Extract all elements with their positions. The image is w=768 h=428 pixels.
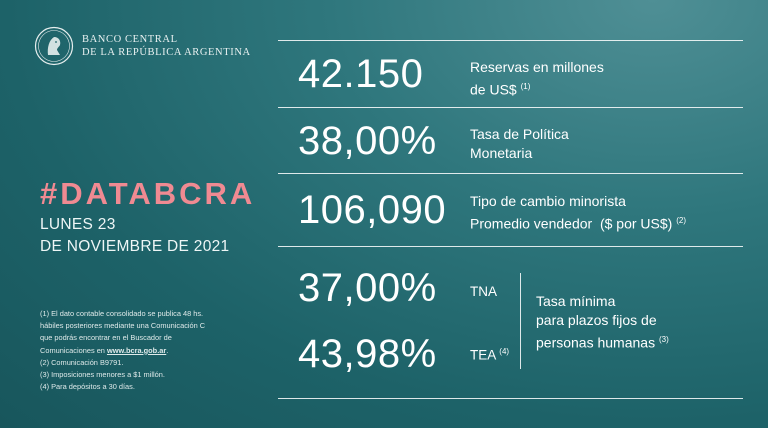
tea-note: (4) bbox=[499, 347, 510, 356]
hashtag-title: #DATABCRA bbox=[40, 176, 256, 211]
exchange-rate-label: Tipo de cambio minorista Promedio vended… bbox=[470, 192, 686, 234]
bcra-seal-icon bbox=[34, 26, 74, 66]
footnotes: (1) El dato contable consolidado se publ… bbox=[40, 308, 270, 393]
bank-name: BANCO CENTRAL DE LA REPÚBLICA ARGENTINA bbox=[82, 33, 251, 59]
footnote-1a: (1) El dato contable consolidado se publ… bbox=[40, 309, 204, 318]
divider-2 bbox=[278, 173, 743, 174]
divider-3 bbox=[278, 246, 743, 247]
footnote-1d-prefix: Comunicaciones en bbox=[40, 345, 107, 355]
fixed-term-note: (3) bbox=[658, 335, 669, 344]
reserves-label-text: de US$ bbox=[470, 81, 517, 98]
exchange-rate-note: (2) bbox=[676, 216, 686, 225]
footnote-1c: que podrás encontrar en el Buscador de bbox=[40, 333, 172, 343]
fixed-term-divider bbox=[520, 273, 521, 369]
footnote-1d-suffix: . bbox=[166, 345, 169, 355]
tea-value: 43,98% bbox=[298, 332, 437, 376]
tna-label: TNA bbox=[470, 284, 497, 299]
policy-rate-label-line1: Tasa de Política bbox=[470, 126, 569, 142]
tea-label: TEA bbox=[470, 347, 496, 363]
date-line2: DE NOVIEMBRE DE 2021 bbox=[40, 238, 230, 255]
footnote-1d: Comunicaciones en www.bcra.gob.ar. bbox=[40, 345, 270, 357]
footnote-3: (3) Imposiciones menores a $1 millón. bbox=[40, 370, 165, 380]
footnote-1b: hábiles posteriores mediante una Comunic… bbox=[40, 321, 206, 331]
policy-rate-value: 38,00% bbox=[298, 119, 437, 163]
tna-value: 37,00% bbox=[298, 266, 437, 310]
reserves-label-line2: de US$ (1) bbox=[470, 77, 604, 100]
fixed-term-desc-line3: personas humanas (3) bbox=[536, 330, 669, 353]
reserves-label: Reservas en millones de US$ (1) bbox=[470, 58, 604, 100]
bank-name-line1: BANCO CENTRAL bbox=[82, 34, 178, 45]
reserves-value: 42.150 bbox=[298, 52, 424, 96]
footnote-4: (4) Para depósitos a 30 días. bbox=[40, 382, 135, 392]
divider-top bbox=[278, 40, 743, 41]
exchange-rate-label-line2: Promedio vendedor ($ por US$) (2) bbox=[470, 211, 686, 234]
tea-label-group: TEA (4) bbox=[470, 347, 509, 363]
exchange-rate-value: 106,090 bbox=[298, 188, 447, 232]
divider-bottom bbox=[278, 398, 743, 399]
bcra-website-link[interactable]: www.bcra.gob.ar bbox=[106, 345, 167, 355]
footnote-2: (2) Comunicación B9791. bbox=[40, 357, 124, 367]
date-line1: LUNES 23 bbox=[40, 216, 116, 233]
exchange-rate-label-line1: Tipo de cambio minorista bbox=[470, 193, 626, 209]
exchange-rate-label-text: Promedio vendedor ($ por US$) bbox=[470, 215, 673, 232]
divider-1 bbox=[278, 107, 743, 108]
policy-rate-label-line2: Monetaria bbox=[470, 145, 533, 161]
bank-name-line2: DE LA REPÚBLICA ARGENTINA bbox=[82, 47, 251, 58]
fixed-term-desc-line1: Tasa mínima bbox=[536, 293, 616, 309]
reserves-label-line1: Reservas en millones bbox=[470, 59, 604, 75]
fixed-term-desc-text: personas humanas bbox=[536, 334, 656, 351]
fixed-term-description: Tasa mínima para plazos fijos de persona… bbox=[536, 292, 669, 353]
policy-rate-label: Tasa de Política Monetaria bbox=[470, 125, 569, 163]
fixed-term-desc-line2: para plazos fijos de bbox=[536, 312, 657, 328]
reserves-note: (1) bbox=[520, 82, 531, 91]
bcra-logo: BANCO CENTRAL DE LA REPÚBLICA ARGENTINA bbox=[34, 26, 251, 66]
